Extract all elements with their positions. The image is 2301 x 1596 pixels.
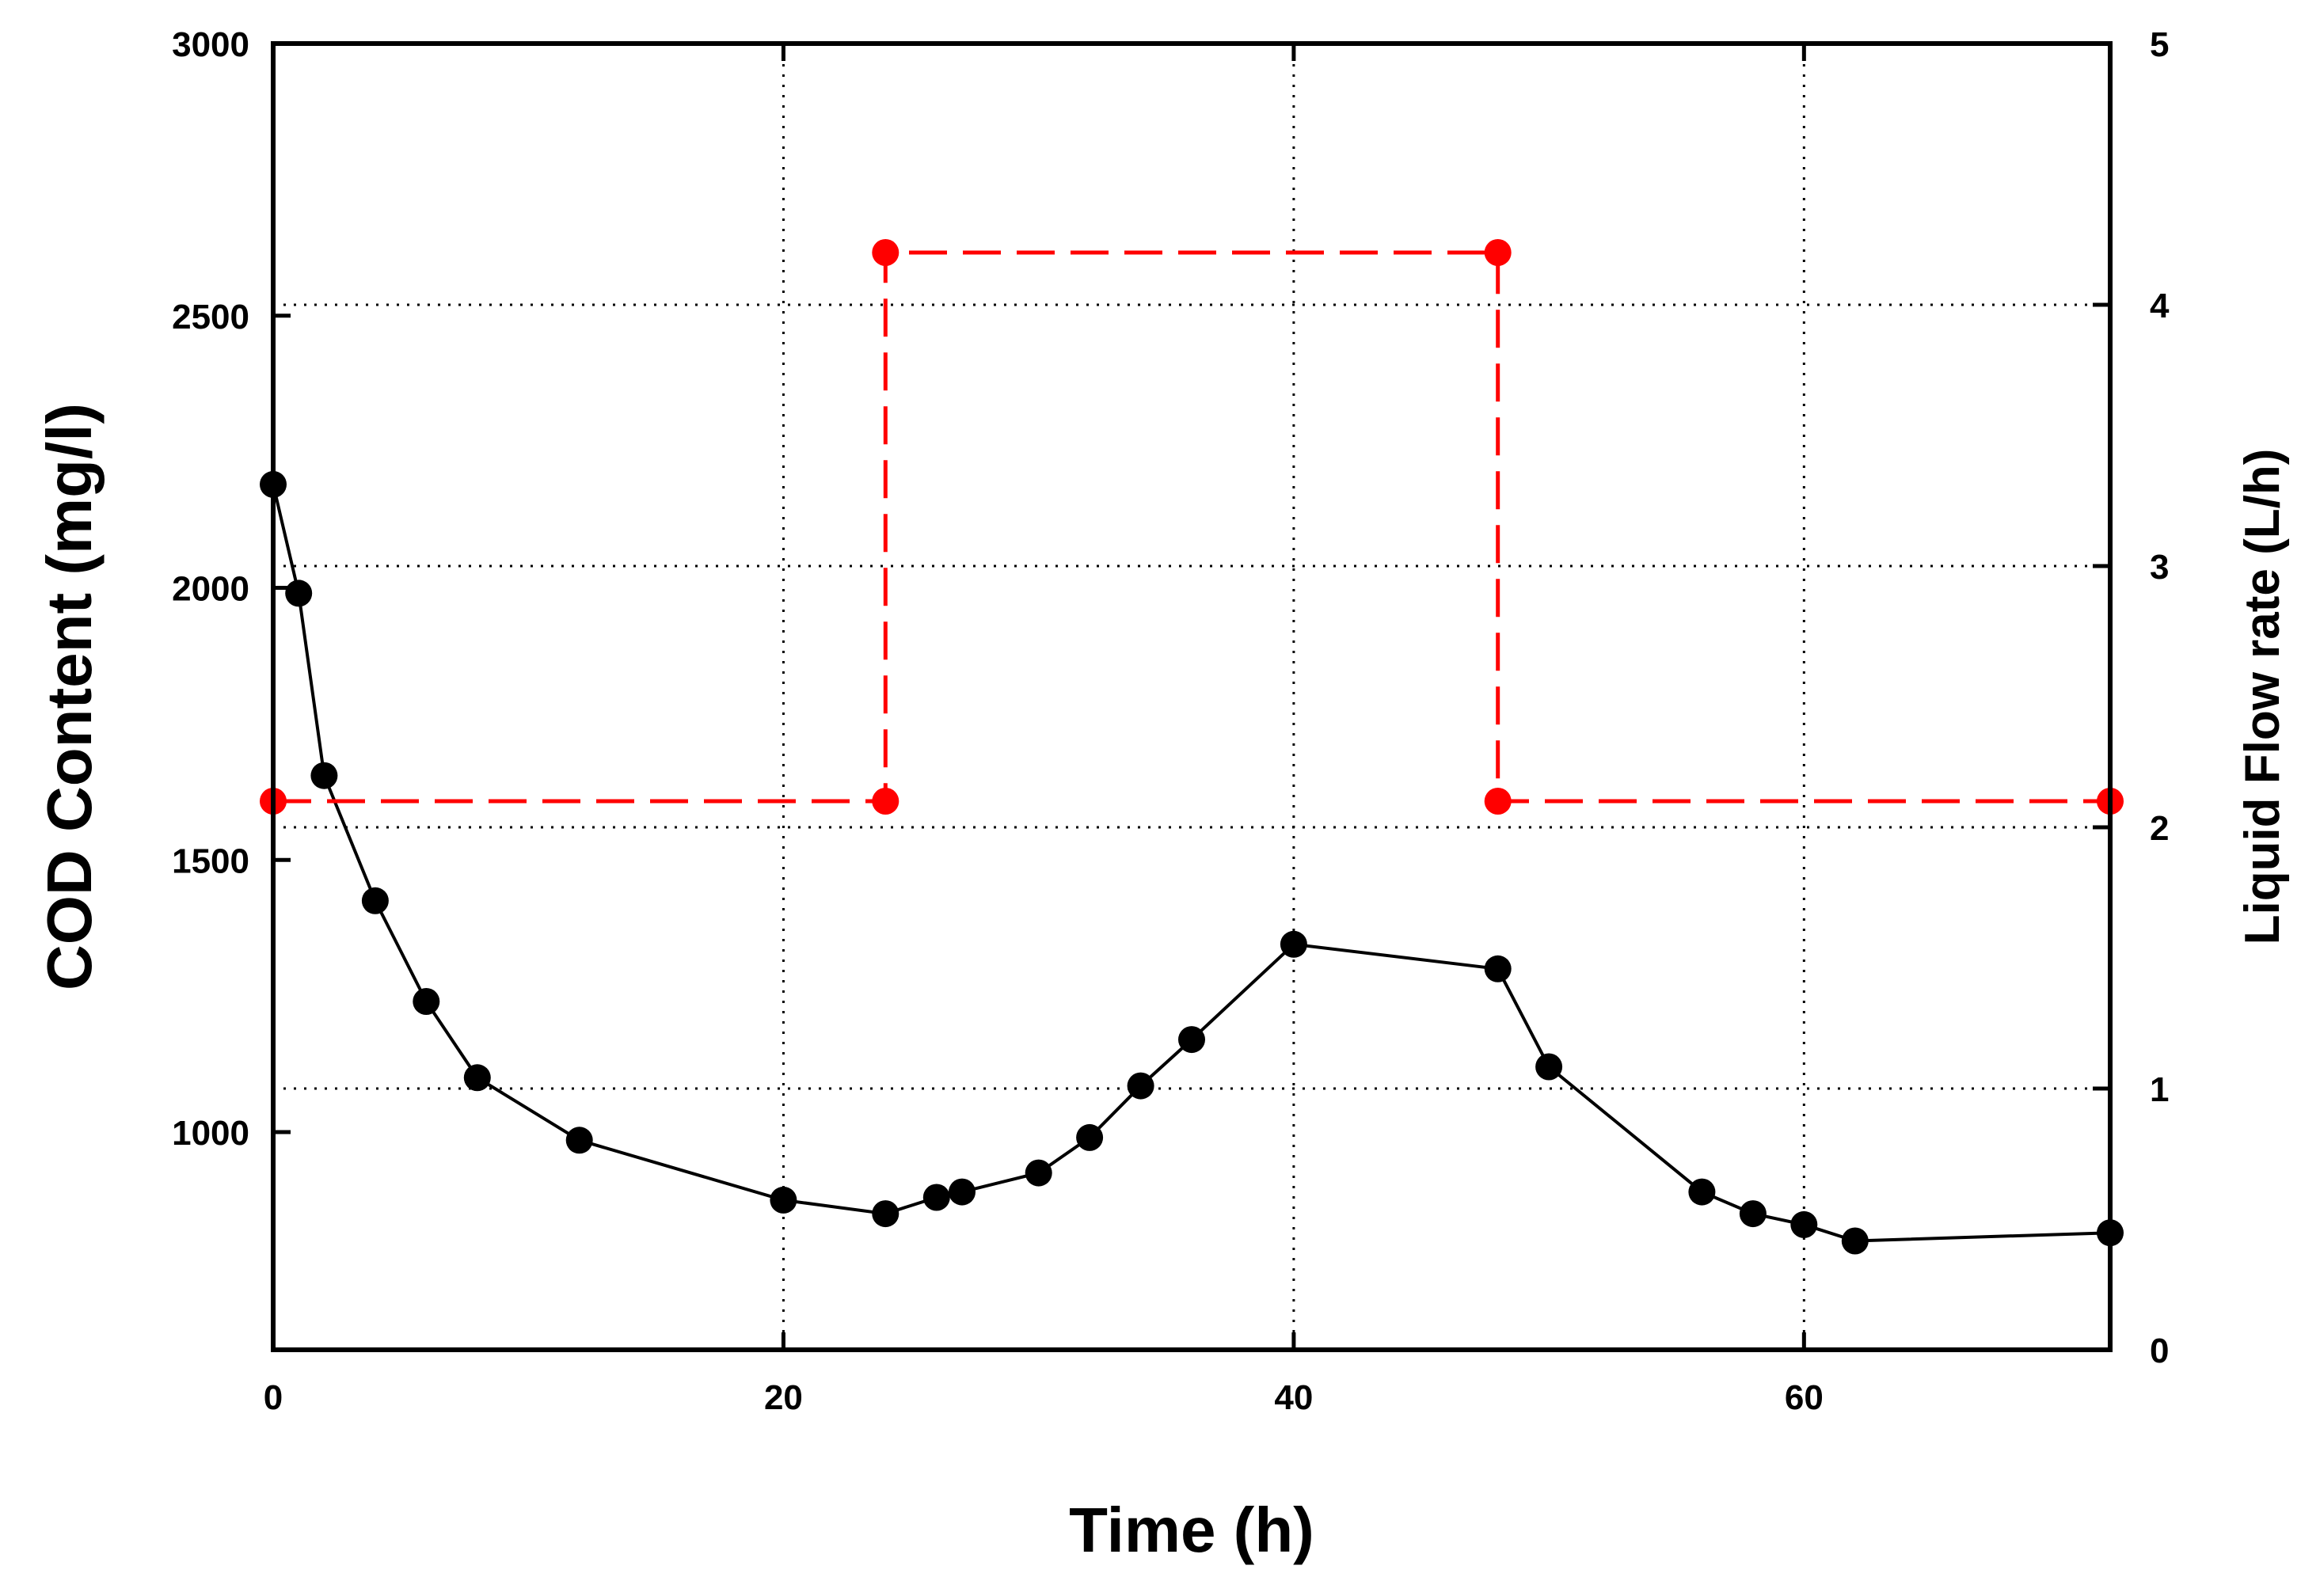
- x-tick-label: 60: [1785, 1378, 1824, 1417]
- cod-point: [413, 988, 440, 1015]
- y-axis-title: COD Content (mg/l): [34, 403, 105, 990]
- plot-frame: [271, 41, 2113, 1352]
- cod-point: [1280, 930, 1307, 958]
- cod-point: [361, 887, 389, 914]
- x-axis-title: Time (h): [1069, 1495, 1314, 1565]
- cod-point: [285, 580, 313, 607]
- cod-point: [1178, 1026, 1205, 1054]
- y-tick-label: 2500: [172, 298, 249, 336]
- cod-point: [1841, 1227, 1869, 1255]
- cod-point: [1739, 1200, 1767, 1228]
- axis-layer: [271, 41, 2113, 1352]
- y2-tick-label: 1: [2150, 1070, 2169, 1109]
- series-layer: [260, 239, 2124, 1255]
- cod-point: [310, 762, 338, 789]
- grid-layer: [273, 44, 2110, 1350]
- cod-series-line: [272, 484, 2111, 1243]
- y2-tick-label: 0: [2150, 1332, 2169, 1370]
- y2-tick-label: 3: [2150, 548, 2169, 587]
- y-tick-label: 1000: [172, 1114, 249, 1153]
- cod-point: [1535, 1053, 1563, 1081]
- cod-point: [1688, 1178, 1716, 1206]
- cod-point: [949, 1178, 976, 1206]
- cod-point: [922, 1184, 950, 1211]
- y2-axis-title: Liquid Flow rate (L/h): [2235, 449, 2290, 945]
- cod-point: [565, 1127, 593, 1154]
- cod-point: [1076, 1123, 1104, 1151]
- cod-point: [1790, 1210, 1818, 1238]
- y-tick-label: 3000: [172, 25, 249, 64]
- cod-point: [770, 1186, 797, 1214]
- x-tick-label: 0: [264, 1378, 283, 1417]
- y-tick-label: 1500: [172, 842, 249, 880]
- ticks-layer: 0 20 40 60 1000 1500 2000 2500 3000 0 1 2 3 4 5: [172, 25, 2170, 1417]
- y-tick-label: 2000: [172, 570, 249, 609]
- y2-tick-label: 5: [2150, 25, 2169, 64]
- x-tick-label: 40: [1274, 1378, 1313, 1417]
- cod-point: [463, 1064, 491, 1092]
- cod-point: [1127, 1072, 1154, 1100]
- flow-rate-point: [872, 788, 899, 815]
- flow-rate-series-line: [273, 250, 2110, 804]
- cod-point: [1484, 955, 1512, 982]
- cod-point: [1025, 1159, 1052, 1187]
- cod-point: [872, 1200, 899, 1228]
- flow-rate-point: [872, 239, 899, 266]
- flow-rate-point: [1484, 788, 1512, 815]
- y2-tick-label: 4: [2150, 287, 2170, 325]
- flow-rate-point: [1484, 239, 1512, 266]
- y2-tick-label: 2: [2150, 809, 2169, 848]
- x-tick-label: 20: [764, 1378, 803, 1417]
